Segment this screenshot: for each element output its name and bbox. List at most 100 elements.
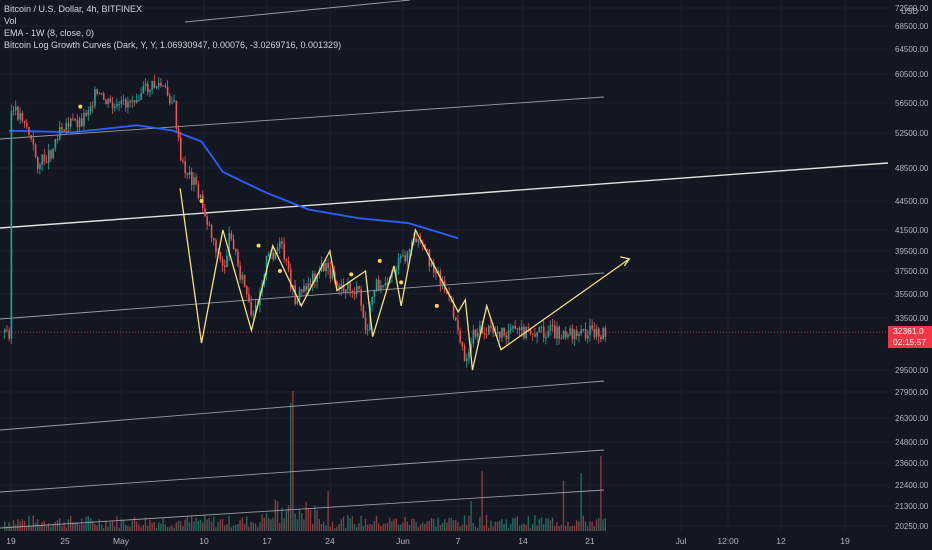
volume-bar (428, 520, 430, 531)
candle-body (430, 262, 433, 267)
volume-bar (191, 516, 193, 531)
volume-indicator-label[interactable]: Vol (4, 16, 17, 26)
time-tick-label: 21 (585, 536, 595, 546)
candle-body (404, 255, 406, 262)
candle-body (501, 327, 503, 338)
volume-bar (116, 516, 118, 531)
candle-body (371, 296, 373, 305)
price-tick-label: 48500.00 (895, 164, 929, 173)
pattern-marker (78, 104, 83, 109)
volume-bar (488, 527, 490, 531)
volume-bar (551, 517, 554, 531)
volume-bar (26, 525, 28, 531)
candle-body (296, 299, 299, 304)
price-axis[interactable]: 72500.00 68500.00 64500.00 60500.00 56500.00… (888, 0, 932, 550)
volume-bar (536, 525, 538, 531)
volume-bar (362, 526, 364, 531)
volume-bar (404, 516, 406, 531)
candle-body (538, 327, 541, 333)
candle-body (549, 325, 552, 331)
candle-body (65, 123, 68, 131)
candle-body (481, 325, 483, 334)
candle-body (565, 331, 567, 338)
volume-bar (129, 526, 131, 531)
candle-body (580, 329, 582, 334)
candle-body (173, 100, 175, 102)
volume-bar (305, 501, 307, 531)
candle-body (349, 282, 351, 291)
price-tick-label: 64500.00 (895, 45, 929, 54)
candle-body (235, 249, 237, 252)
symbol-title[interactable]: Bitcoin / U.S. Dollar, 4h, BITFINEX (4, 4, 143, 14)
candle-body (527, 327, 530, 329)
ema-indicator-label[interactable]: EMA - 1W (8, close, 0) (4, 28, 95, 38)
volume-bar (12, 520, 15, 531)
candle-body (215, 240, 217, 253)
growth-curve-indicator-label[interactable]: Bitcoin Log Growth Curves (Dark, Y, Y, 1… (4, 40, 342, 50)
candle-body (265, 255, 268, 275)
candle-body (578, 333, 580, 336)
volume-bar (534, 515, 536, 531)
candle-body (380, 285, 382, 290)
ema-line (8, 124, 459, 240)
candle-body (232, 239, 235, 250)
volume-bar (162, 518, 164, 531)
volume-bar (463, 515, 466, 531)
candle-body (67, 123, 70, 127)
volume-bar (593, 526, 595, 531)
volume-bar (10, 526, 12, 531)
volume-bar (485, 515, 488, 531)
candle-body (109, 98, 112, 103)
volume-bar (76, 522, 78, 531)
volume-bar (380, 526, 382, 531)
volume-bar (219, 519, 221, 531)
volume-bar (186, 516, 188, 531)
pattern-marker (377, 258, 382, 263)
candle-body (268, 253, 270, 256)
log-growth-curve-bottom (0, 489, 605, 529)
volume-bar (367, 524, 369, 531)
candle-body (164, 85, 167, 87)
candle-body (595, 328, 598, 338)
candle-body (114, 106, 116, 108)
volume-bar (503, 524, 505, 531)
volume-bar (595, 519, 598, 531)
candle-body (433, 262, 435, 273)
candle-body (83, 112, 85, 127)
candle-body (63, 129, 65, 131)
candle-body (15, 106, 17, 111)
candle-body (243, 275, 246, 287)
candle-body (272, 252, 274, 260)
volume-bar (160, 523, 162, 531)
volume-bar (331, 521, 334, 531)
projection-pattern[interactable] (78, 104, 631, 371)
volume-bar (23, 520, 26, 531)
volume-bar (448, 517, 450, 531)
candle-body (17, 106, 19, 120)
pattern-marker (199, 199, 204, 203)
candle-body (41, 154, 43, 165)
volume-bar (151, 522, 153, 531)
volume-bar (340, 519, 342, 531)
price-axis-background (888, 0, 932, 550)
candle-body (301, 289, 303, 293)
volume-bar (591, 521, 593, 531)
time-axis[interactable]: 19 25 May 10 17 24 Jun 7 14 21 Jul 12:00 12 19 (0, 532, 932, 550)
time-tick-label: Jun (396, 536, 410, 546)
candle-body (551, 325, 554, 327)
volume-bar (382, 523, 384, 531)
candle-body (406, 252, 409, 262)
volume-bar (602, 519, 604, 531)
candle-body (514, 326, 516, 329)
volume-bar (158, 522, 160, 531)
volume-bar (525, 524, 527, 531)
log-growth-curve-peak (184, 0, 411, 23)
ema-1w-line (8, 124, 459, 240)
volume-bar (261, 514, 263, 531)
volume-bar (274, 499, 276, 531)
volume-bar (138, 524, 140, 531)
volume-bar (298, 508, 301, 531)
candle-body (100, 93, 103, 95)
candle-body (569, 328, 571, 335)
